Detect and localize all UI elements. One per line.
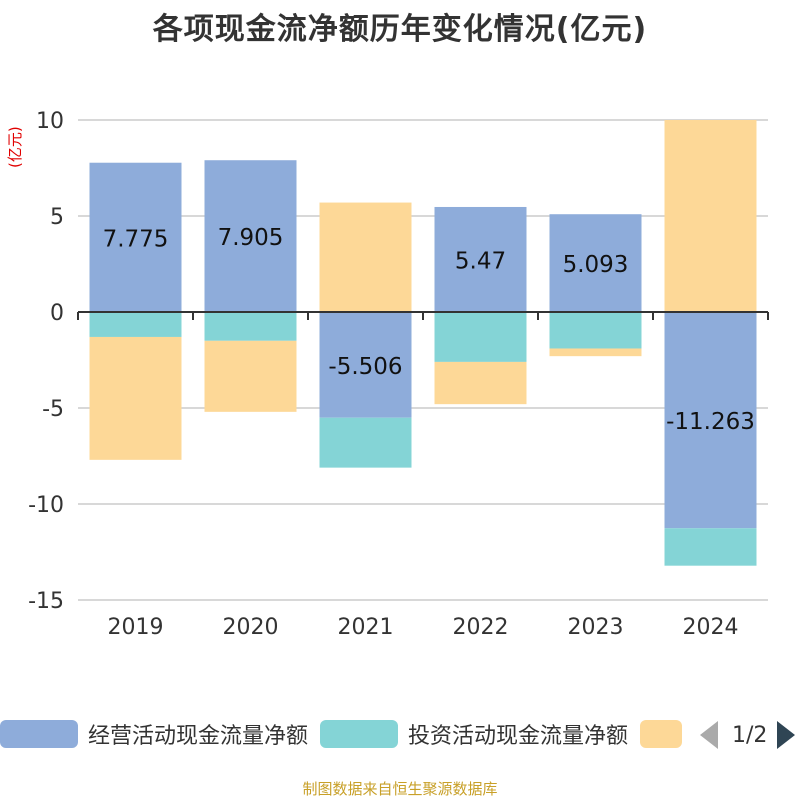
legend-label-investing: 投资活动现金流量净额 [408, 724, 629, 749]
bar-financing-2019 [89, 336, 182, 460]
legend-next-page-icon[interactable] [777, 721, 796, 749]
y-tick-label: -15 [28, 589, 64, 614]
bar-investing-2021 [319, 417, 412, 468]
bar-investing-2024 [664, 528, 757, 566]
chart-title: 各项现金流净额历年变化情况(亿元) [152, 12, 648, 47]
y-tick-label: 0 [50, 301, 64, 326]
bar-financing-2022 [434, 361, 527, 405]
legend-item-financing[interactable] [640, 716, 682, 752]
data-source-note: 制图数据来自恒生聚源数据库 [302, 780, 498, 798]
legend: 经营活动现金流量净额 投资活动现金流量净额 1/2 [0, 716, 800, 756]
bar-investing-2022 [434, 312, 527, 362]
y-tick-label: -5 [42, 397, 64, 422]
bar-operating-2020 [204, 160, 297, 312]
x-tick-label: 2023 [568, 615, 624, 640]
x-tick-label: 2022 [453, 615, 509, 640]
legend-item-operating[interactable]: 经营活动现金流量净额 [0, 716, 308, 752]
data-label: -11.263 [666, 409, 755, 435]
legend-swatch-financing [640, 720, 682, 748]
bar-investing-2020 [204, 312, 297, 341]
bar-investing-2023 [549, 312, 642, 349]
data-label: 5.47 [455, 248, 506, 274]
x-tick-label: 2020 [223, 615, 279, 640]
legend-swatch-investing [320, 720, 398, 748]
data-label: -5.506 [328, 354, 402, 380]
legend-page-indicator: 1/2 [732, 722, 768, 748]
y-tick-label: -10 [28, 493, 64, 518]
x-tick-label: 2024 [683, 615, 739, 640]
bar-operating-2024 [664, 312, 757, 529]
y-tick-label: 5 [50, 205, 64, 230]
bar-financing-2021 [319, 202, 412, 312]
bar-operating-2021 [319, 312, 412, 418]
bar-financing-2024 [664, 120, 757, 312]
legend-prev-page-icon[interactable] [700, 721, 718, 749]
data-label: 7.775 [103, 226, 169, 252]
bar-financing-2020 [204, 340, 297, 412]
legend-swatch-operating [0, 720, 78, 748]
bar-operating-2019 [89, 162, 182, 312]
bar-operating-2023 [549, 214, 642, 312]
data-label: 5.093 [563, 252, 629, 278]
legend-item-investing[interactable]: 投资活动现金流量净额 [320, 716, 628, 752]
bar-investing-2019 [89, 312, 182, 337]
x-tick-label: 2021 [338, 615, 394, 640]
legend-pager: 1/2 [700, 720, 796, 750]
bar-chart: 10 5 0 -5 -10 -15 7.775 7.905 -5.506 5.47 5.093 -11… [28, 109, 769, 640]
bar-financing-2023 [549, 348, 642, 357]
x-tick-label: 2019 [108, 615, 164, 640]
data-label: 7.905 [218, 225, 284, 251]
legend-label-operating: 经营活动现金流量净额 [88, 724, 309, 749]
bar-operating-2022 [434, 206, 527, 312]
y-tick-label: 10 [36, 109, 64, 134]
